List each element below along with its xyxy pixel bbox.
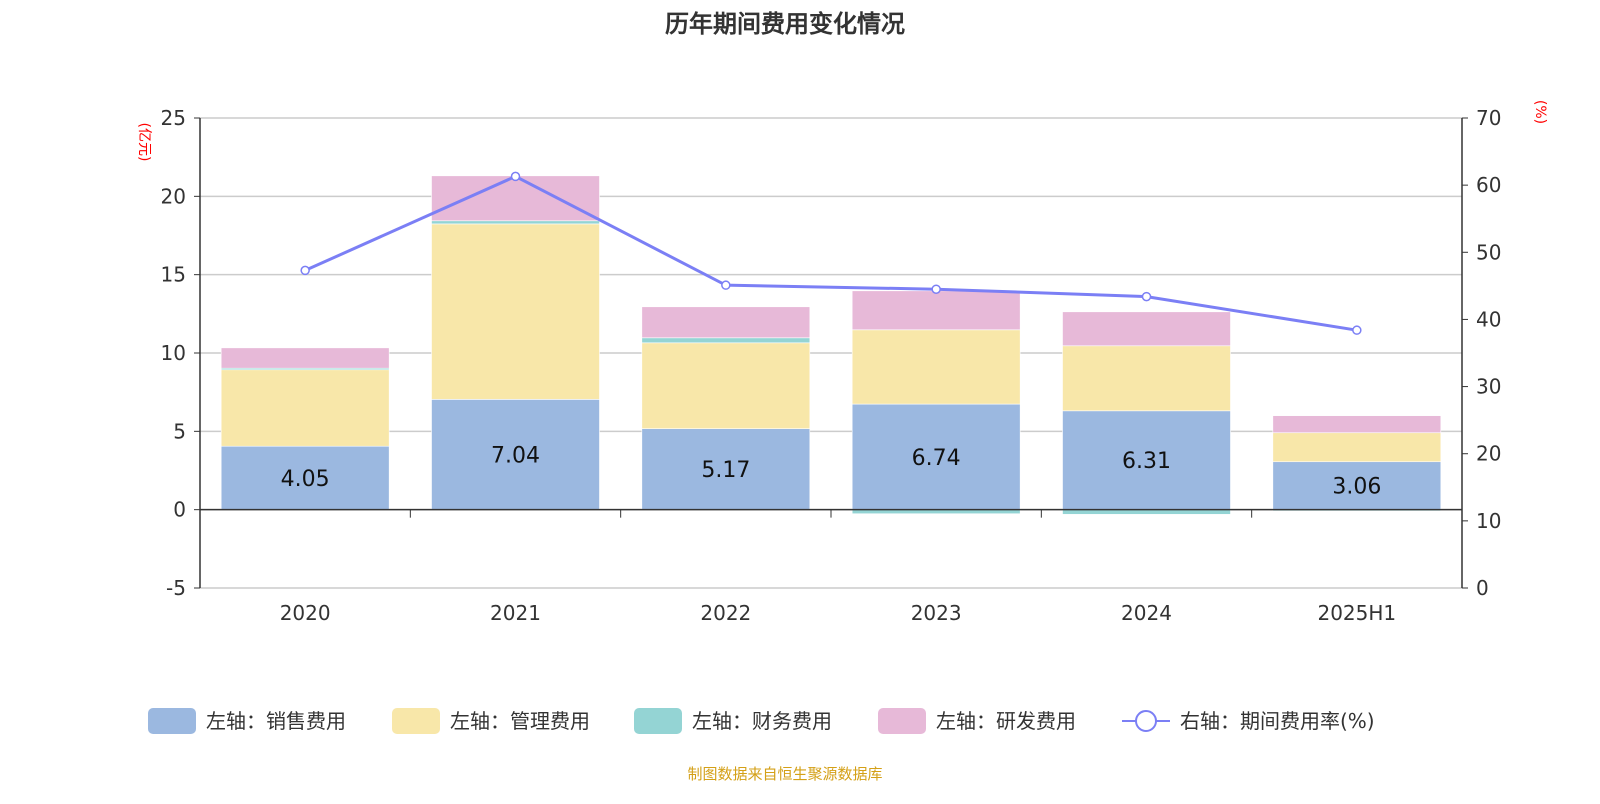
- bar-segment: [1272, 461, 1442, 510]
- right-tick-label: 20: [1476, 442, 1501, 466]
- right-tick-label: 0: [1476, 576, 1489, 600]
- legend-label: 左轴：管理费用: [450, 709, 590, 733]
- legend-item[interactable]: 左轴：研发费用: [878, 708, 1076, 734]
- legend-item[interactable]: 右轴：期间费用率(%): [1122, 709, 1375, 733]
- left-tick-label: 0: [173, 498, 186, 522]
- bar-segment: [851, 290, 1021, 331]
- x-tick-label: 2025H1: [1317, 601, 1396, 625]
- bar-segment: [1062, 410, 1231, 510]
- bar-segment: [431, 175, 600, 222]
- bar-label: 3.06: [1332, 475, 1381, 500]
- x-tick-label: 2020: [280, 601, 331, 625]
- bar-segment: [641, 337, 811, 344]
- left-tick-label: 10: [161, 341, 186, 365]
- right-tick-label: 30: [1476, 375, 1501, 399]
- legend-label: 左轴：研发费用: [936, 709, 1076, 733]
- rate-point: [721, 280, 731, 290]
- bar-segment: [220, 347, 390, 369]
- right-tick-label: 60: [1476, 173, 1501, 197]
- bar-segment: [431, 220, 600, 225]
- bar-segment: [431, 223, 600, 400]
- right-tick-label: 50: [1476, 240, 1501, 264]
- source-note: 制图数据来自恒生聚源数据库: [687, 765, 882, 783]
- rate-point: [931, 284, 941, 294]
- legend-item[interactable]: 左轴：销售费用: [148, 708, 346, 734]
- legend-item[interactable]: 左轴：财务费用: [634, 708, 832, 734]
- bar-segment: [851, 329, 1021, 405]
- left-tick-label: 20: [161, 184, 186, 208]
- legend-swatch: [634, 708, 682, 734]
- left-tick-label: 5: [173, 419, 186, 443]
- x-tick-label: 2022: [700, 601, 751, 625]
- right-tick-label: 10: [1476, 509, 1501, 533]
- bar-segment: [431, 399, 600, 510]
- bar-segment: [1062, 311, 1231, 347]
- bar-segment: [1272, 432, 1442, 463]
- bar-label: 4.05: [281, 467, 330, 492]
- rate-point: [1141, 291, 1152, 302]
- rate-point: [1352, 325, 1362, 335]
- bar-segment: [641, 306, 811, 339]
- rate-point: [300, 265, 310, 276]
- bar-segment: [1272, 415, 1442, 434]
- chart-title: 历年期间费用变化情况: [665, 10, 905, 38]
- bar-label: 6.74: [912, 446, 961, 471]
- bar-label: 5.17: [701, 458, 750, 483]
- bar-segment: [851, 403, 1021, 510]
- left-tick-label: -5: [166, 576, 186, 600]
- legend-swatch: [148, 708, 196, 734]
- legend-swatch: [878, 708, 926, 734]
- x-tick-label: 2023: [911, 601, 962, 625]
- left-tick-label: 15: [161, 263, 186, 287]
- bar-segment: [641, 428, 811, 510]
- right-tick-label: 70: [1476, 106, 1501, 130]
- bar-segment: [641, 342, 811, 429]
- x-tick-label: 2021: [490, 601, 541, 625]
- x-tick-label: 2024: [1121, 601, 1172, 625]
- legend-circle-icon: [1135, 710, 1157, 732]
- rate-line: [304, 174, 1358, 332]
- right-tick-label: 40: [1476, 307, 1501, 331]
- legend-item[interactable]: 左轴：管理费用: [392, 708, 590, 734]
- bar-segment: [1062, 345, 1231, 412]
- legend-label: 左轴：财务费用: [692, 709, 832, 733]
- legend-label: 左轴：销售费用: [206, 709, 346, 733]
- left-axis-label: (亿元): [136, 123, 152, 162]
- bar-segment: [220, 369, 390, 447]
- legend-swatch: [392, 708, 440, 734]
- left-tick-label: 25: [161, 106, 186, 130]
- bar-label: 6.31: [1122, 449, 1171, 474]
- legend-label: 右轴：期间费用率(%): [1180, 709, 1375, 733]
- bar-label: 7.04: [491, 444, 540, 469]
- right-axis-label: (%): [1532, 100, 1548, 124]
- rate-point: [510, 171, 521, 182]
